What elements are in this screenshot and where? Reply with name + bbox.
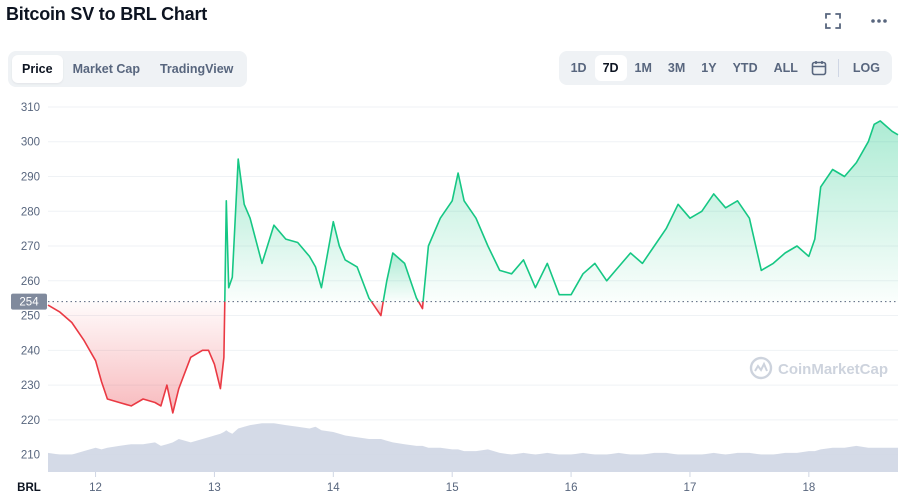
chart-type-tabs: Price Market Cap TradingView	[8, 51, 248, 87]
y-axis: 210 220 230 240 250 260 270 280 290 300 310	[21, 102, 40, 462]
tab-market-cap[interactable]: Market Cap	[72, 62, 140, 76]
price-line-up	[422, 120, 899, 302]
y-tick-label: 260	[21, 276, 40, 288]
time-range-selector: 1D 7D 1M 3M 1Y YTD ALL LOG	[558, 51, 892, 85]
x-tick-label: 12	[89, 482, 102, 494]
price-line-down	[47, 301, 226, 414]
y-tick-label: 230	[21, 380, 40, 392]
watermark: CoinMarketCap	[749, 356, 888, 380]
y-tick-label: 210	[21, 450, 40, 462]
x-tick-label: 17	[684, 482, 697, 494]
range-3m[interactable]: 3M	[667, 61, 686, 75]
more-horizontal-icon[interactable]	[868, 10, 890, 32]
y-tick-label: 310	[21, 102, 40, 114]
y-tick-label: 220	[21, 415, 40, 427]
log-scale-toggle[interactable]: LOG	[852, 61, 880, 75]
area-above-baseline	[383, 253, 419, 302]
baseline: 254	[11, 293, 898, 310]
baseline-badge	[11, 293, 47, 310]
y-tick-label: 280	[21, 206, 40, 218]
fullscreen-icon[interactable]	[822, 10, 844, 32]
range-1m[interactable]: 1M	[634, 61, 652, 75]
price-area	[48, 120, 898, 413]
x-tick-label: 16	[565, 482, 578, 494]
area-above-baseline	[423, 120, 898, 302]
range-ytd[interactable]: YTD	[732, 61, 758, 75]
y-tick-label: 250	[21, 311, 40, 323]
x-tick-label: 14	[327, 482, 340, 494]
range-all[interactable]: ALL	[773, 61, 798, 75]
area-below-baseline	[48, 301, 225, 413]
price-line-down	[417, 301, 424, 310]
y-tick-label: 270	[21, 241, 40, 253]
tab-tradingview[interactable]: TradingView	[159, 62, 234, 76]
range-divider	[837, 59, 839, 77]
volume-series	[48, 423, 898, 472]
price-line-up	[224, 158, 373, 303]
currency-label: BRL	[17, 482, 41, 494]
y-tick-label: 300	[21, 137, 40, 149]
calendar-icon[interactable]	[806, 55, 832, 81]
x-tick-label: 15	[446, 482, 459, 494]
header-actions	[822, 10, 890, 32]
y-tick-label: 240	[21, 345, 40, 357]
volume-area	[48, 423, 898, 472]
page-title: Bitcoin SV to BRL Chart	[6, 4, 208, 24]
baseline-value: 254	[19, 297, 39, 309]
price-line-down	[370, 301, 384, 317]
area-above-baseline	[224, 159, 372, 302]
tab-price[interactable]: Price	[12, 55, 63, 83]
range-7d[interactable]: 7D	[594, 55, 627, 81]
y-tick-label: 290	[21, 171, 40, 183]
price-line	[47, 120, 899, 414]
price-line-up	[382, 252, 420, 303]
x-tick-label: 13	[208, 482, 221, 494]
watermark-text: CoinMarketCap	[778, 361, 888, 378]
x-axis: BRL 12 13 14 15 16 17 18	[17, 472, 815, 494]
range-1y[interactable]: 1Y	[701, 61, 717, 75]
range-1d[interactable]: 1D	[570, 61, 587, 75]
x-tick-label: 18	[802, 482, 815, 494]
